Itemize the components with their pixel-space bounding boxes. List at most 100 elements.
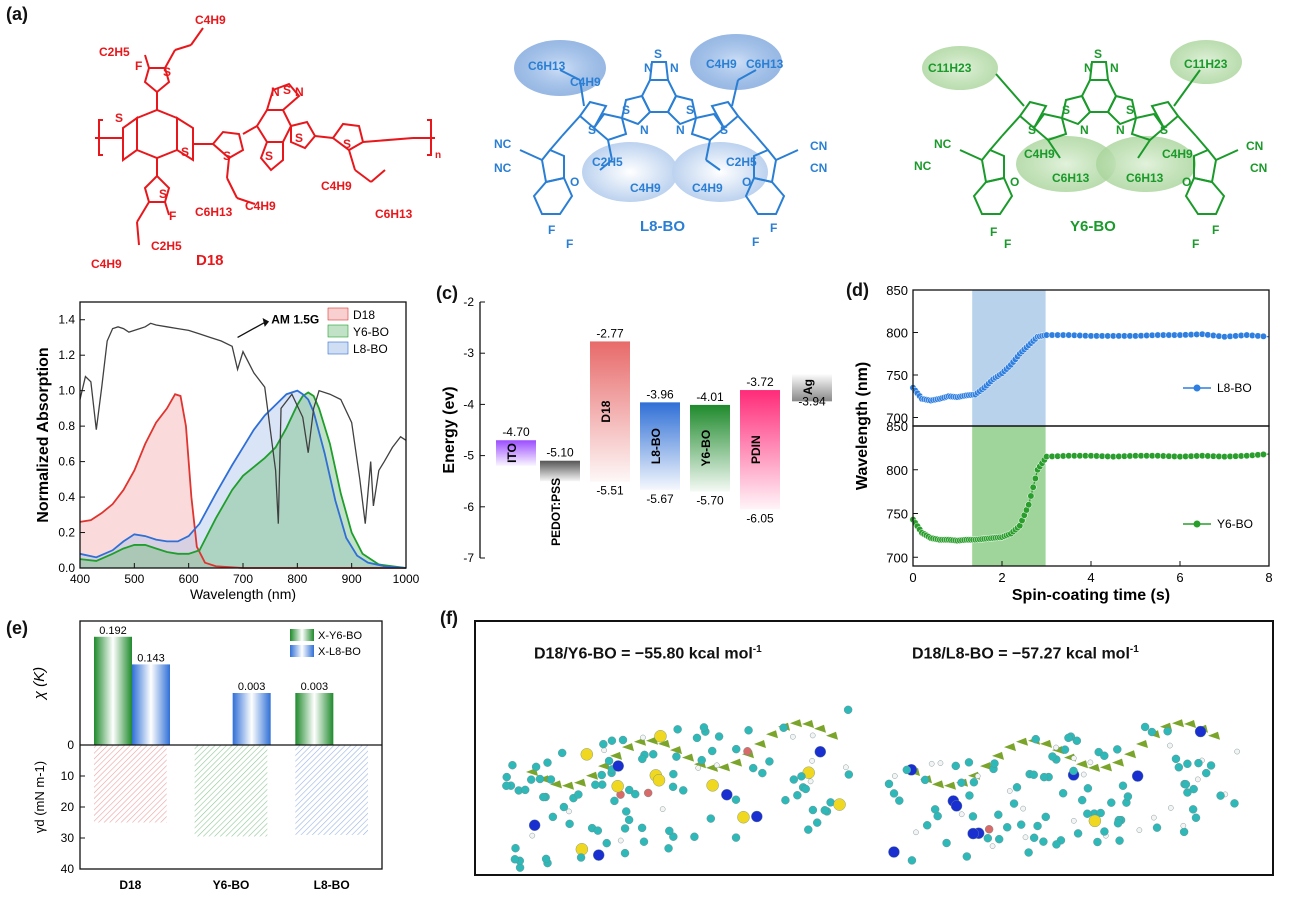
panel-a-label: (a) — [6, 4, 28, 24]
y6bo-sub-c4h9-b: C4H9 — [1162, 147, 1193, 161]
svg-text:S: S — [720, 123, 728, 137]
atom — [804, 825, 813, 834]
d18-sub-c6h13: C6H13 — [195, 205, 233, 219]
svg-text:F: F — [770, 221, 777, 235]
atom — [808, 805, 818, 815]
atom — [758, 768, 767, 778]
y-tick-label: 850 — [886, 419, 908, 434]
area-l8-bo — [80, 390, 406, 568]
chi-bar-x-l8-bo — [232, 693, 271, 745]
atom — [801, 784, 810, 794]
atom — [706, 814, 716, 823]
atom — [529, 832, 536, 839]
data-point — [1029, 483, 1037, 491]
line-am15g — [79, 322, 407, 524]
legend-swatch-x-l8-bo — [290, 645, 314, 657]
atom — [557, 748, 567, 758]
atom — [844, 770, 854, 779]
svg-text:F: F — [169, 209, 176, 223]
atom — [665, 826, 674, 836]
ribbon-segment — [814, 724, 826, 733]
l8bo-sub-c6h13: C6H13 — [528, 59, 566, 73]
atom — [751, 810, 763, 823]
atom — [714, 762, 720, 769]
svg-text:F: F — [1212, 223, 1219, 237]
atom — [765, 757, 774, 766]
x-tick-label: 8 — [1265, 570, 1272, 585]
atom — [807, 778, 814, 785]
y-tick-label: 1.4 — [58, 313, 75, 327]
y-tick-label: 1.2 — [58, 348, 75, 362]
d18-sub-c4h9-c: C4H9 — [245, 199, 276, 213]
atom — [958, 811, 965, 818]
level-bar-ag — [792, 373, 832, 402]
atom — [566, 808, 572, 815]
atom — [957, 778, 966, 787]
y-tick-label: 850 — [886, 286, 908, 298]
legend-label-l8-bo: L8-BO — [353, 342, 388, 356]
atom — [697, 755, 706, 765]
svg-text:F: F — [135, 59, 142, 73]
absorption-chart: 400 500 600 700 800 900 1000 0.0 0.2 0.4 0.6 0.8 1.0… — [35, 301, 420, 602]
legend-swatch-d18 — [327, 307, 349, 321]
level-bar-d18 — [590, 341, 630, 482]
atom — [1180, 822, 1187, 829]
y6bo-sub-c4h9: C4H9 — [1024, 147, 1055, 161]
legend-marker-l8-bo — [1193, 384, 1201, 392]
atom — [781, 795, 790, 805]
atom — [669, 769, 678, 779]
atom — [593, 826, 603, 835]
atom — [502, 772, 511, 782]
atom — [1163, 727, 1172, 736]
atom — [610, 796, 619, 806]
atom — [654, 730, 667, 743]
atom — [1206, 761, 1216, 770]
atom — [520, 785, 530, 795]
panel-d-label: (d) — [846, 280, 869, 300]
y-axis-title: Energy (ev) — [441, 386, 458, 473]
l8bo-sub-c4h9: C4H9 — [570, 75, 601, 89]
plot-frame-bottom — [912, 425, 1270, 567]
l8bo-name: L8-BO — [640, 218, 685, 235]
l8bo-sub-c2h5: C2H5 — [592, 155, 623, 169]
atom — [643, 788, 653, 798]
atom — [965, 791, 974, 800]
y-tick-label: 10 — [61, 769, 75, 783]
y-axis-title-gamma: γd (mN m-1) — [32, 761, 47, 833]
line-d18 — [79, 393, 406, 569]
ribbon-segment — [1184, 720, 1196, 729]
atom — [1033, 821, 1042, 831]
y-tick-label: 40 — [61, 862, 75, 876]
atom — [1115, 836, 1124, 845]
level-bottom-label: -5.67 — [646, 492, 674, 506]
atom — [639, 837, 649, 846]
y-tick-label: 0.8 — [58, 419, 75, 433]
atom — [942, 838, 951, 848]
y-tick-label: -6 — [463, 500, 474, 514]
panel-c-label: (c) — [436, 283, 458, 303]
atom — [604, 756, 614, 766]
svg-text:S: S — [181, 145, 189, 159]
chi-gamma-chart: 0.192 0.143 D18 0.003 Y6-BO 0.003 L8-BO 0 10 20 30… — [31, 620, 383, 892]
atom — [1020, 805, 1026, 812]
level-name-pdin: PDIN — [749, 435, 763, 464]
atom — [531, 762, 541, 772]
atom — [611, 780, 624, 793]
atom — [1100, 827, 1109, 836]
atom — [1083, 784, 1093, 793]
y-tick-label: 800 — [886, 326, 908, 341]
chi-bar-x-l8-bo — [132, 664, 170, 745]
atom — [732, 744, 741, 754]
d18-name: D18 — [196, 252, 224, 269]
atom — [962, 852, 972, 861]
plot-frame-top — [912, 289, 1270, 427]
y-tick-label: -2 — [463, 295, 474, 309]
svg-text:O: O — [1182, 175, 1191, 189]
atom — [607, 736, 617, 745]
atom — [1029, 833, 1039, 843]
level-name-ag: Ag — [801, 379, 815, 395]
atom — [833, 798, 846, 811]
ribbon-segment — [1052, 746, 1064, 755]
series-line-l8-bo — [912, 333, 1270, 402]
l8bo-sub-c4h9-c: C4H9 — [630, 181, 661, 195]
